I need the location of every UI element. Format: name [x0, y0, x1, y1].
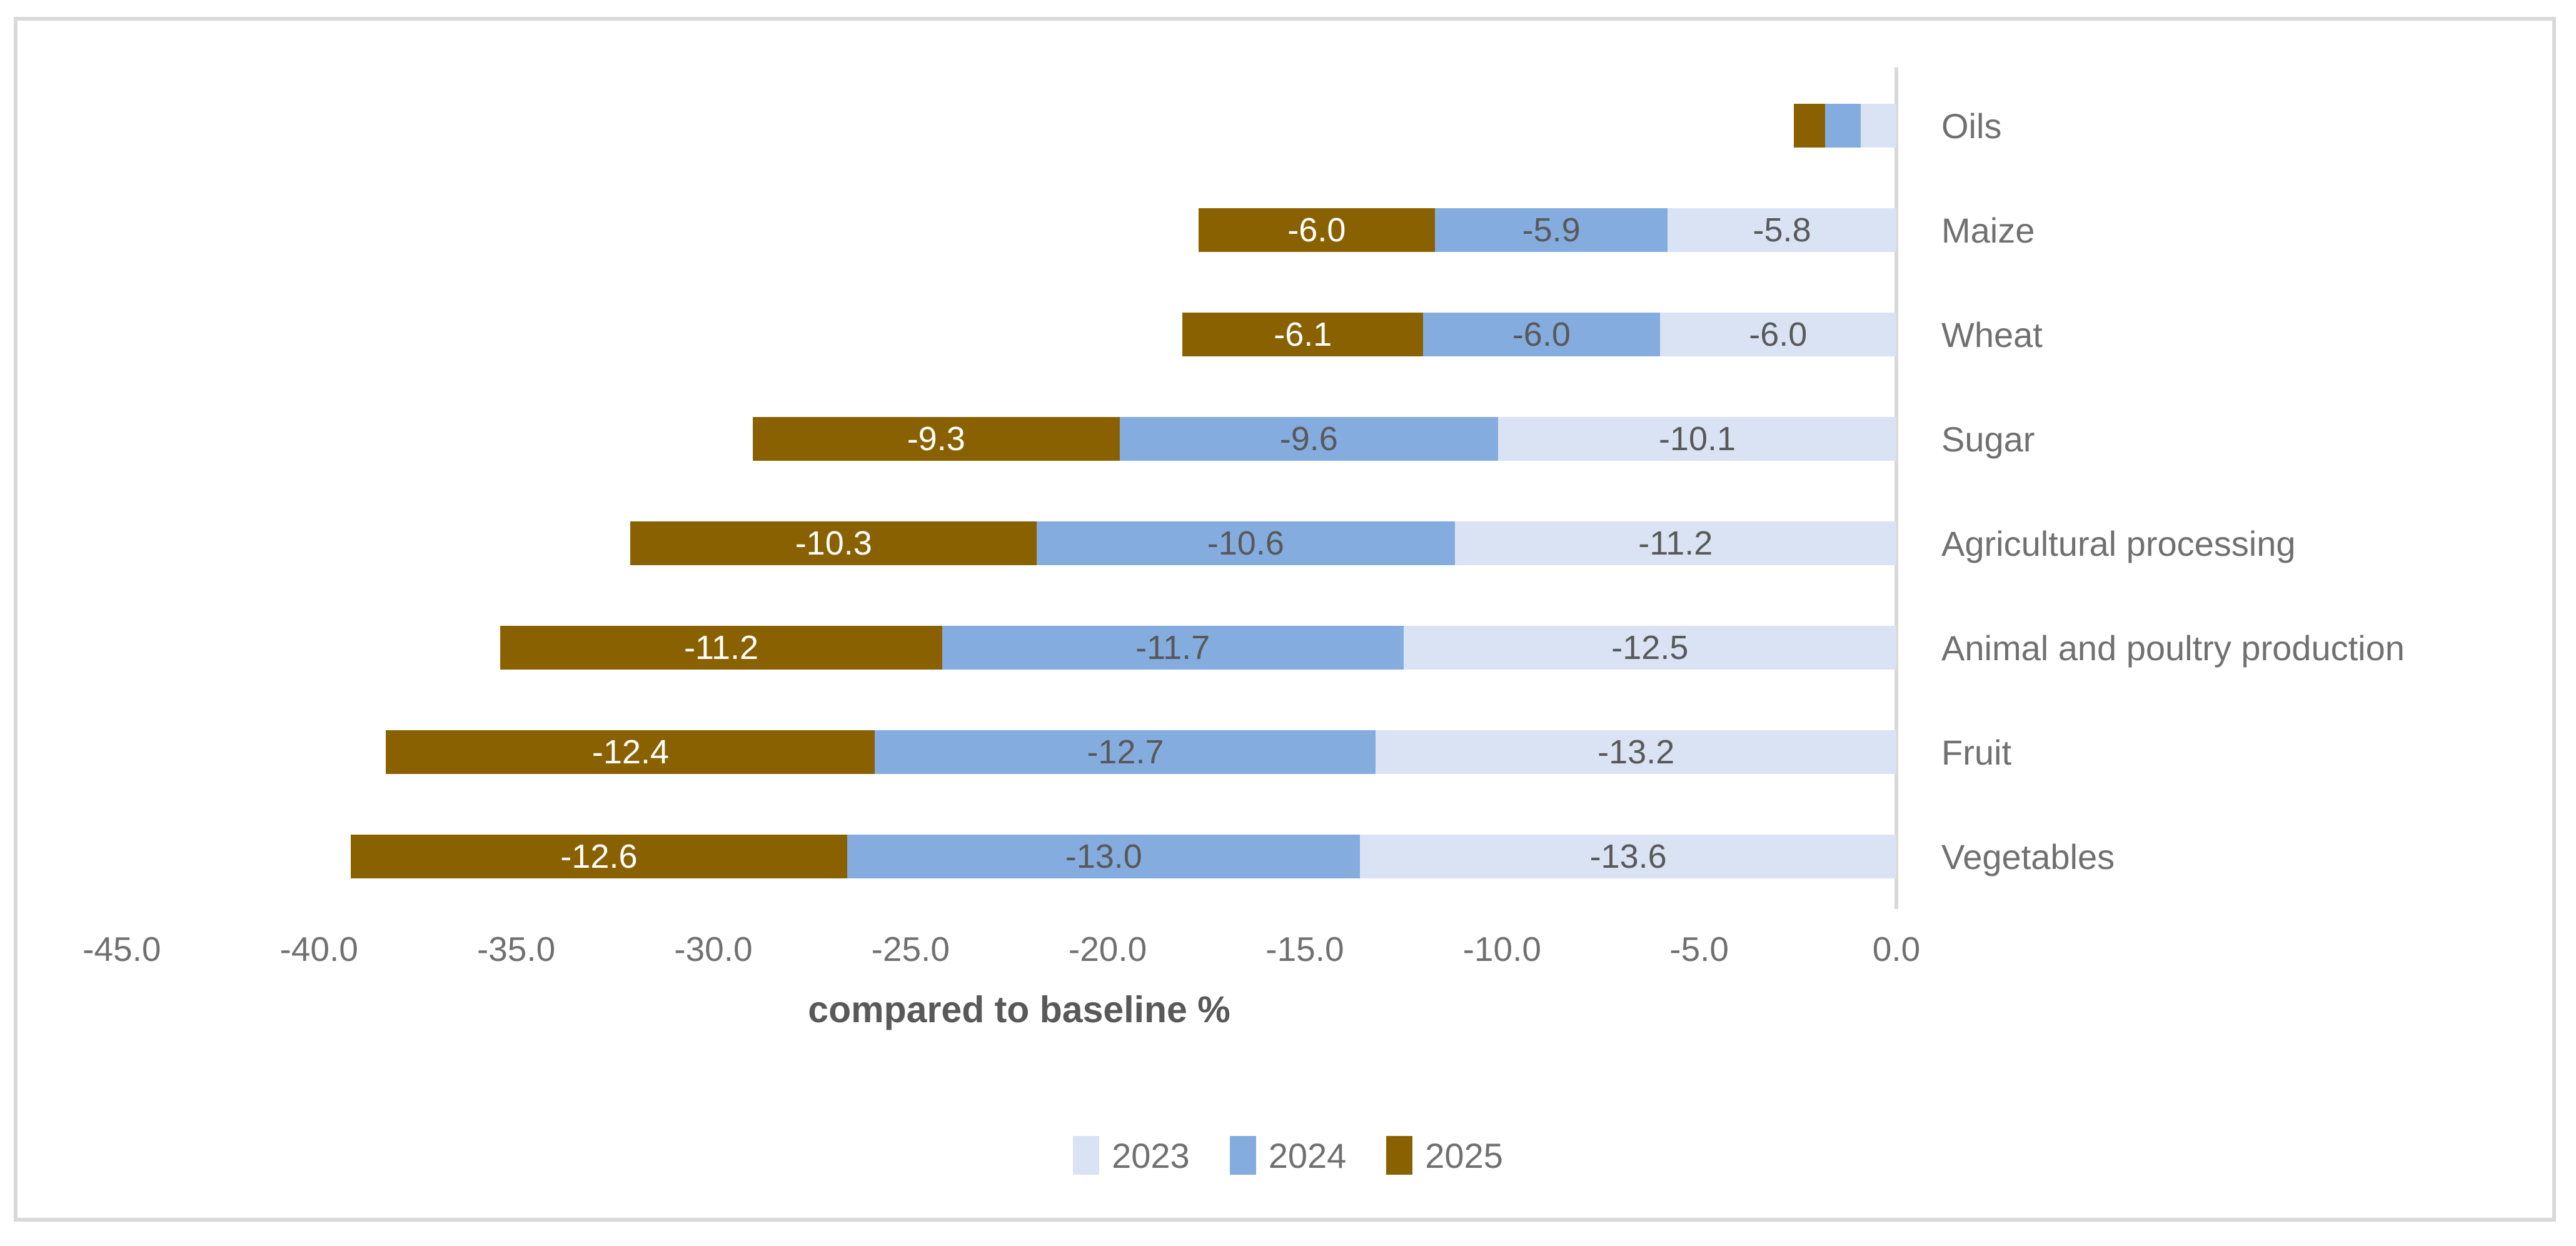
x-tick-label-20.0-neg: -20.0	[1068, 930, 1147, 968]
legend-swatch-2023	[1073, 1136, 1100, 1175]
bar-segment-2024-animal-and-poultry-production: -11.7	[942, 626, 1404, 670]
data-label-2024-wheat: -6.0	[1512, 316, 1571, 353]
bar-segment-2024-maize: -5.9	[1435, 208, 1668, 252]
x-tick-label-35.0-neg: -35.0	[476, 930, 556, 968]
bar-segment-2023-fruit: -13.2	[1376, 730, 1896, 774]
data-label-2025-fruit: -12.4	[591, 733, 669, 771]
bar-segment-2023-wheat: -6.0	[1659, 313, 1896, 356]
category-label-vegetables: Vegetables	[1941, 837, 2115, 877]
bar-segment-2024-agricultural-processing: -10.6	[1037, 521, 1455, 565]
legend-swatch-2024	[1229, 1136, 1256, 1175]
data-label-2025-animal-and-poultry-production: -11.2	[683, 629, 759, 666]
value-axis-line	[1894, 68, 1898, 909]
legend-label-2024: 2024	[1268, 1135, 1347, 1175]
bar-segment-2025-fruit: -12.4	[386, 730, 875, 774]
legend-item-2023: 2023	[1073, 1135, 1190, 1176]
bar-segment-2025-sugar: -9.3	[752, 417, 1120, 461]
legend-swatch-2025	[1386, 1136, 1413, 1175]
x-tick-label-45.0-neg: -45.0	[83, 930, 161, 968]
bar-segment-2024-oils	[1825, 104, 1861, 148]
data-label-2023-wheat: -6.0	[1749, 316, 1808, 353]
category-label-agricultural-processing: Agricultural processing	[1941, 524, 2296, 563]
legend-label-2023: 2023	[1112, 1135, 1190, 1175]
bar-segment-2024-fruit: -12.7	[875, 730, 1376, 774]
bar-segment-2023-vegetables: -13.6	[1360, 835, 1896, 878]
data-label-2023-sugar: -10.1	[1658, 420, 1736, 458]
data-label-2024-agricultural-processing: -10.6	[1207, 525, 1284, 562]
category-label-animal-and-poultry-production: Animal and poultry production	[1941, 628, 2405, 668]
x-tick-label-0.0: 0.0	[1872, 930, 1921, 968]
x-tick-label-15.0-neg: -15.0	[1265, 930, 1344, 968]
bar-segment-2023-sugar: -10.1	[1497, 417, 1896, 461]
data-label-2024-animal-and-poultry-production: -11.7	[1135, 629, 1210, 666]
data-label-2023-vegetables: -13.6	[1589, 838, 1667, 875]
bar-segment-2025-animal-and-poultry-production: -11.2	[500, 626, 942, 670]
x-tick-label-30.0-neg: -30.0	[674, 930, 753, 968]
category-label-wheat: Wheat	[1941, 315, 2043, 354]
data-label-2023-fruit: -13.2	[1597, 733, 1675, 771]
x-tick-label-40.0-neg: -40.0	[279, 930, 358, 968]
category-label-maize: Maize	[1941, 211, 2035, 250]
bar-segment-2025-maize: -6.0	[1198, 208, 1436, 252]
data-label-2025-sugar: -9.3	[907, 420, 965, 458]
bar-segment-2024-sugar: -9.6	[1119, 417, 1498, 461]
data-label-2023-maize: -5.8	[1753, 211, 1811, 249]
category-label-fruit: Fruit	[1941, 733, 2011, 772]
bar-segment-2023-animal-and-poultry-production: -12.5	[1403, 626, 1896, 670]
data-label-2024-sugar: -9.6	[1279, 420, 1338, 458]
bar-segment-2024-vegetables: -13.0	[847, 835, 1361, 878]
bar-segment-2025-agricultural-processing: -10.3	[630, 521, 1037, 565]
legend: 2023 2024 2025	[0, 1133, 2576, 1178]
legend-item-2025: 2025	[1386, 1135, 1503, 1176]
category-label-oils: Oils	[1941, 106, 2002, 146]
bar-segment-2024-wheat: -6.0	[1423, 313, 1660, 356]
legend-label-2025: 2025	[1425, 1135, 1503, 1175]
data-label-2025-wheat: -6.1	[1274, 316, 1332, 353]
category-label-sugar: Sugar	[1941, 420, 2035, 459]
bar-segment-2023-agricultural-processing: -11.2	[1454, 521, 1896, 565]
bar-segment-2023-maize: -5.8	[1668, 208, 1896, 252]
data-label-2025-agricultural-processing: -10.3	[795, 525, 872, 562]
data-label-2023-agricultural-processing: -11.2	[1638, 525, 1713, 562]
data-label-2025-vegetables: -12.6	[560, 838, 638, 875]
bar-segment-2025-wheat: -6.1	[1182, 313, 1424, 356]
x-tick-label-5.0-neg: -5.0	[1669, 930, 1729, 968]
bar-segment-2025-vegetables: -12.6	[350, 835, 848, 878]
x-tick-label-10.0-neg: -10.0	[1462, 930, 1541, 968]
bar-segment-2025-oils	[1794, 104, 1826, 148]
x-tick-label-25.0-neg: -25.0	[871, 930, 950, 968]
data-label-2024-vegetables: -13.0	[1065, 838, 1142, 875]
data-label-2023-animal-and-poultry-production: -12.5	[1611, 629, 1689, 666]
bar-segment-2023-oils	[1861, 104, 1896, 148]
legend-item-2024: 2024	[1229, 1135, 1347, 1176]
data-label-2024-fruit: -12.7	[1087, 733, 1164, 771]
x-axis-title: compared to baseline %	[808, 989, 1230, 1030]
data-label-2024-maize: -5.9	[1522, 211, 1581, 249]
data-label-2025-maize: -6.0	[1287, 211, 1346, 249]
